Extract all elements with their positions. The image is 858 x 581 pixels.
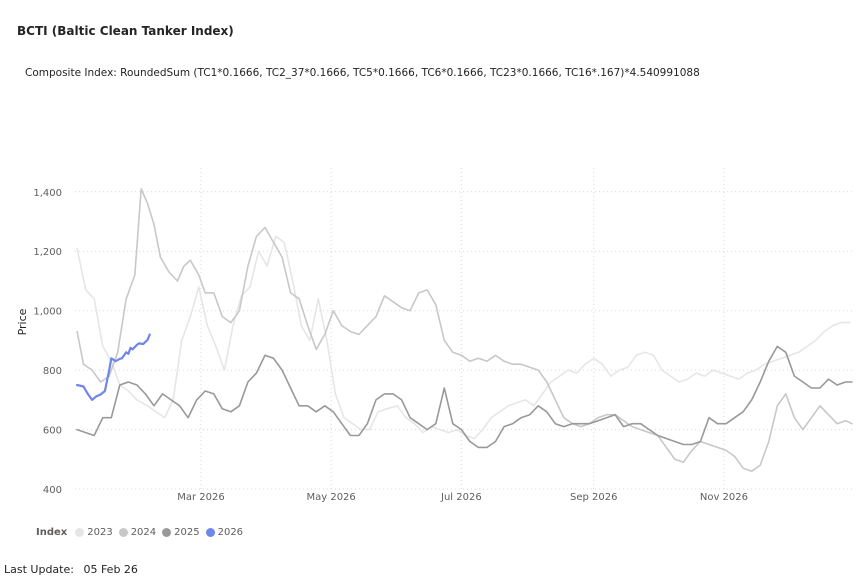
legend-label: 2025	[174, 527, 200, 538]
legend-item-2025[interactable]: 2025	[162, 527, 200, 538]
legend-item-2023[interactable]: 2023	[75, 527, 113, 538]
legend-item-2026[interactable]: 2026	[205, 527, 244, 538]
y-tick-label: 400	[43, 485, 62, 496]
legend-dot	[118, 528, 128, 537]
chart-title: BCTI (Baltic Clean Tanker Index)	[17, 24, 234, 38]
y-tick-label: 1,400	[33, 188, 62, 199]
legend-label: 2026	[217, 527, 244, 538]
x-tick-label: Jul 2026	[440, 492, 482, 503]
legend-dot	[162, 528, 172, 537]
y-axis: 400 600 800 1,000 1,200 1,400	[33, 188, 62, 496]
legend-items: 2023 2024 2025 2026	[75, 527, 249, 538]
legend-dot	[205, 528, 215, 537]
x-tick-label: May 2026	[306, 492, 355, 503]
series-line-2024	[76, 188, 853, 472]
legend-title: Index	[36, 527, 68, 538]
series-line-2025	[76, 345, 853, 449]
legend-item-2024[interactable]: 2024	[118, 527, 157, 538]
x-tick-label: Sep 2026	[570, 492, 617, 503]
chart-legend: Index 2023 2024 2025 2026	[36, 527, 249, 538]
y-tick-label: 800	[43, 366, 62, 377]
series-line-2026	[76, 333, 151, 401]
y-tick-label: 600	[43, 426, 62, 437]
x-tick-label: Nov 2026	[700, 492, 748, 503]
last-update-value: 05 Feb 26	[83, 563, 138, 576]
legend-dot	[75, 528, 85, 537]
x-axis: Mar 2026 May 2026 Jul 2026 Sep 2026 Nov 2026	[177, 492, 748, 503]
x-tick-label: Mar 2026	[177, 492, 225, 503]
y-axis-label: Price	[16, 308, 29, 335]
line-chart: 400 600 800 1,000 1,200 1,400 Mar 2026 May 202…	[16, 168, 853, 503]
last-update: Last Update: 05 Feb 26	[4, 563, 138, 576]
y-tick-label: 1,000	[33, 307, 62, 318]
y-tick-label: 1,200	[33, 247, 62, 258]
chart-subtitle: Composite Index: RoundedSum (TC1*0.1666,…	[25, 67, 700, 79]
last-update-label: Last Update:	[4, 563, 74, 576]
series-lines	[76, 188, 853, 472]
grid-lines	[75, 168, 852, 495]
legend-label: 2023	[87, 527, 113, 538]
legend-label: 2024	[130, 527, 157, 538]
